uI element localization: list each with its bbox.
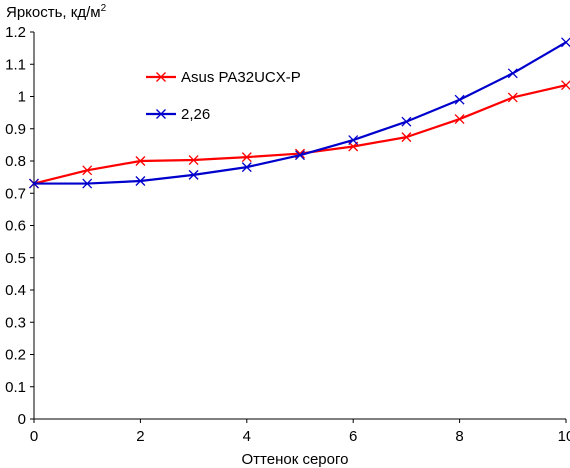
data-point [188, 169, 199, 180]
y-tick-label: 0.5 [5, 250, 26, 267]
series-group [29, 37, 570, 189]
data-point [82, 165, 93, 176]
data-point [135, 156, 146, 166]
data-point [454, 114, 465, 125]
data-point [561, 80, 570, 91]
legend-label: 2,26 [181, 106, 210, 123]
legend: Asus PA32UCX-P 2,26 [146, 69, 301, 123]
y-tick-label: 1.1 [5, 56, 26, 73]
series-line [32, 41, 568, 185]
legend-item: Asus PA32UCX-P [146, 69, 301, 86]
data-point [401, 116, 412, 127]
x-axis-title: Оттенок серого [242, 451, 349, 468]
data-point [295, 150, 305, 161]
data-point [29, 178, 39, 189]
y-tick-label: 0 [18, 411, 26, 428]
legend-label: Asus PA32UCX-P [181, 69, 301, 86]
series-1 [29, 80, 570, 189]
y-tick-label: 0.2 [5, 347, 26, 364]
legend-marker [156, 72, 166, 82]
data-point [82, 178, 93, 189]
x-tick-label: 8 [455, 428, 463, 445]
y-axis-ticks: 0 0.1 0.2 0.3 0.4 0.5 0.6 0.7 0.8 0.9 1 1.1 1.2 [5, 24, 34, 428]
y-tick-label: 0.1 [5, 379, 26, 396]
x-tick-label: 4 [243, 428, 251, 445]
x-tick-label: 2 [136, 428, 144, 445]
data-point [401, 132, 412, 143]
axes [33, 32, 566, 420]
y-tick-label: 0.7 [5, 185, 26, 202]
x-tick-label: 6 [349, 428, 357, 445]
data-point [507, 68, 518, 79]
y-tick-label: 0.9 [5, 121, 26, 138]
y-tick-label: 1 [18, 89, 26, 106]
data-point [561, 37, 570, 48]
x-tick-label: 0 [30, 428, 38, 445]
y-tick-label: 1.2 [5, 24, 26, 41]
y-tick-label: 0.8 [5, 153, 26, 170]
y-tick-label: 0.4 [5, 282, 26, 299]
legend-marker [156, 109, 166, 119]
series-2 [29, 37, 570, 189]
series-line [32, 84, 568, 185]
data-point [241, 162, 252, 173]
y-axis-title: Яркость, кд/м2 [6, 3, 107, 21]
data-point [507, 92, 518, 103]
data-point [454, 94, 465, 105]
x-axis-ticks: 0 2 4 6 8 10 [30, 419, 570, 445]
legend-item: 2,26 [146, 106, 210, 123]
x-tick-label: 10 [558, 428, 570, 445]
data-point [188, 155, 199, 165]
data-point [135, 176, 146, 186]
data-point [348, 135, 359, 145]
y-tick-label: 0.3 [5, 314, 26, 331]
data-point [241, 152, 252, 163]
y-tick-label: 0.6 [5, 218, 26, 235]
